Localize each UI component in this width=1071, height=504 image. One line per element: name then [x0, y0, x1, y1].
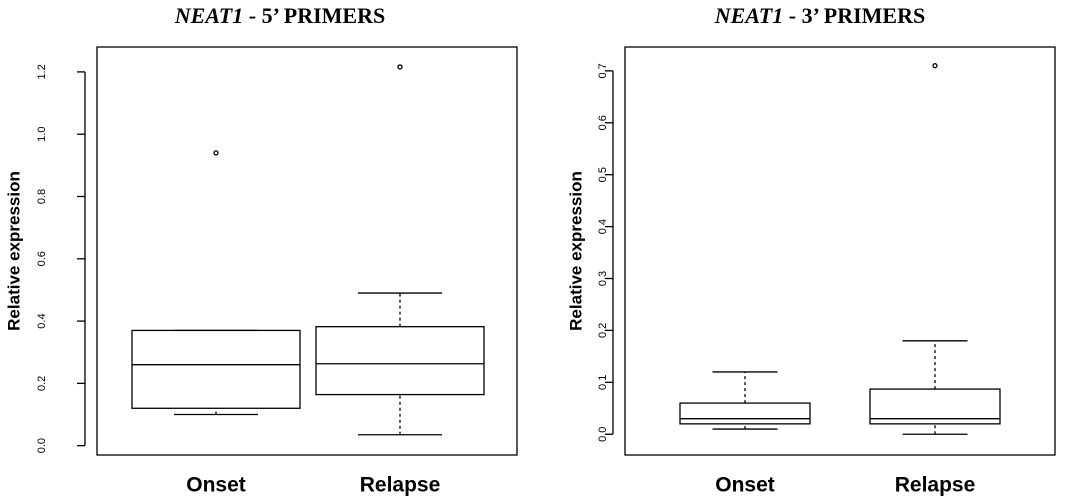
y-tick-label: 0.0	[597, 427, 609, 442]
chart-title: NEAT1 - 3’ PRIMERS	[714, 3, 925, 28]
box	[131, 329, 301, 409]
y-tick-label: 1.0	[36, 127, 48, 142]
y-tick-label: 0.2	[597, 323, 609, 338]
y-tick-label: 0.2	[36, 376, 48, 391]
title-gene: NEAT1	[174, 3, 243, 28]
outlier	[213, 150, 219, 156]
x-tick-label: Relapse	[895, 474, 976, 497]
plot-frame	[624, 46, 1056, 456]
x-tick-label: Onset	[715, 474, 775, 497]
outlier	[397, 64, 403, 70]
y-tick-label: 0.6	[36, 251, 48, 266]
title-text: - 5’ PRIMERS	[249, 3, 385, 28]
box	[315, 326, 485, 396]
y-tick-label: 0.8	[36, 189, 48, 204]
x-tick-label: Onset	[186, 474, 246, 497]
y-tick-label: 0.3	[597, 271, 609, 286]
y-tick-label: 0.1	[597, 375, 609, 390]
title-text: - 3’ PRIMERS	[789, 3, 925, 28]
plot-frame	[96, 46, 518, 456]
chart-title: NEAT1 - 5’ PRIMERS	[174, 3, 385, 28]
box	[679, 402, 811, 425]
y-axis-label: Relative expression	[4, 171, 23, 331]
y-tick-label: 0.7	[597, 63, 609, 78]
y-tick-label: 0.4	[597, 219, 609, 234]
y-axis-label: Relative expression	[566, 171, 585, 331]
title-gene: NEAT1	[714, 3, 783, 28]
y-tick-label: 0.6	[597, 115, 609, 130]
outlier	[932, 63, 938, 69]
y-tick-label: 1.2	[36, 64, 48, 79]
y-tick-label: 0.5	[597, 167, 609, 182]
y-tick-label: 0.4	[36, 313, 48, 328]
y-tick-label: 0.0	[36, 438, 48, 453]
x-tick-label: Relapse	[360, 474, 441, 497]
